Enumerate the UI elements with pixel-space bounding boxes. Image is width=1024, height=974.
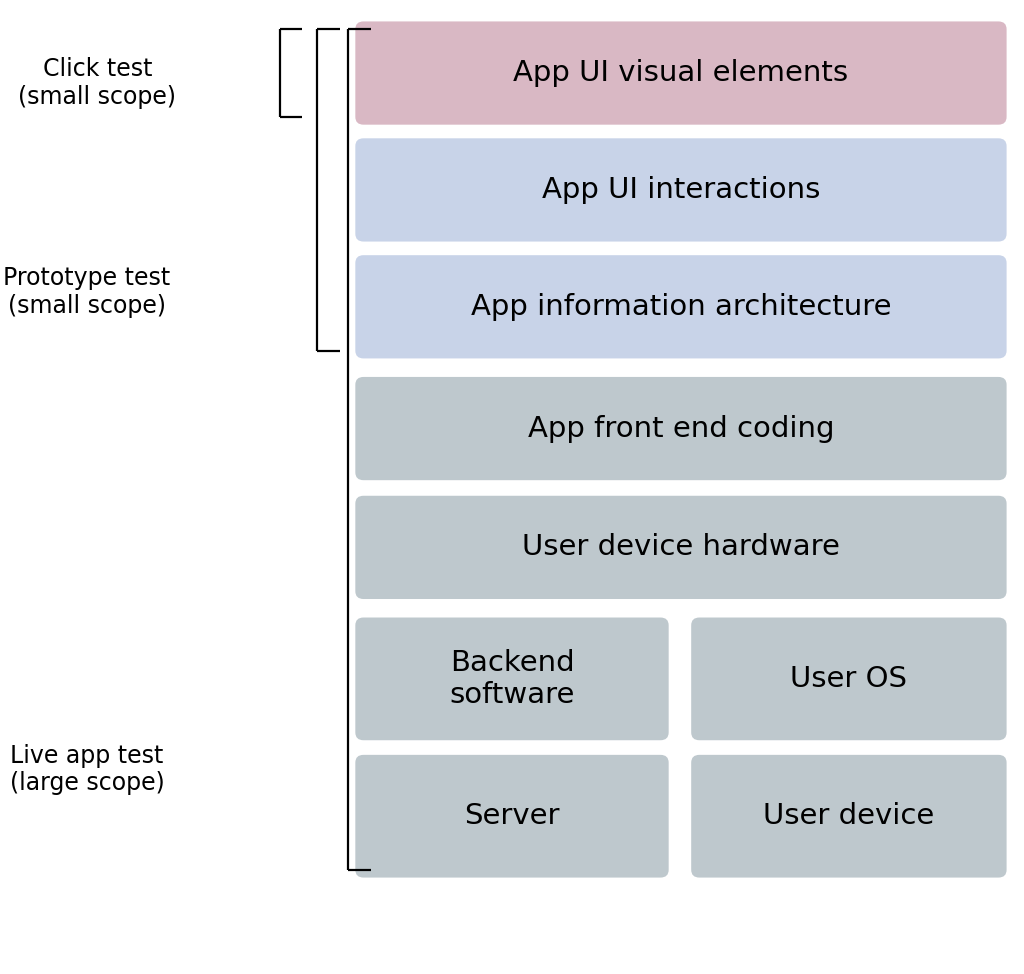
FancyBboxPatch shape — [355, 377, 1007, 480]
Text: User OS: User OS — [791, 665, 907, 693]
Text: Live app test
(large scope): Live app test (large scope) — [9, 743, 165, 796]
FancyBboxPatch shape — [355, 21, 1007, 125]
FancyBboxPatch shape — [355, 618, 669, 740]
Text: Server: Server — [464, 803, 560, 830]
Text: Backend
software: Backend software — [450, 649, 574, 709]
FancyBboxPatch shape — [355, 138, 1007, 242]
Text: App front end coding: App front end coding — [527, 415, 835, 442]
Text: User device hardware: User device hardware — [522, 534, 840, 561]
FancyBboxPatch shape — [355, 255, 1007, 358]
FancyBboxPatch shape — [691, 755, 1007, 878]
Text: Click test
(small scope): Click test (small scope) — [18, 56, 176, 109]
FancyBboxPatch shape — [355, 496, 1007, 599]
FancyBboxPatch shape — [355, 755, 669, 878]
Text: App information architecture: App information architecture — [471, 293, 891, 320]
FancyBboxPatch shape — [691, 618, 1007, 740]
Text: App UI interactions: App UI interactions — [542, 176, 820, 204]
Text: Prototype test
(small scope): Prototype test (small scope) — [3, 266, 171, 318]
Text: User device: User device — [763, 803, 935, 830]
Text: App UI visual elements: App UI visual elements — [513, 59, 849, 87]
